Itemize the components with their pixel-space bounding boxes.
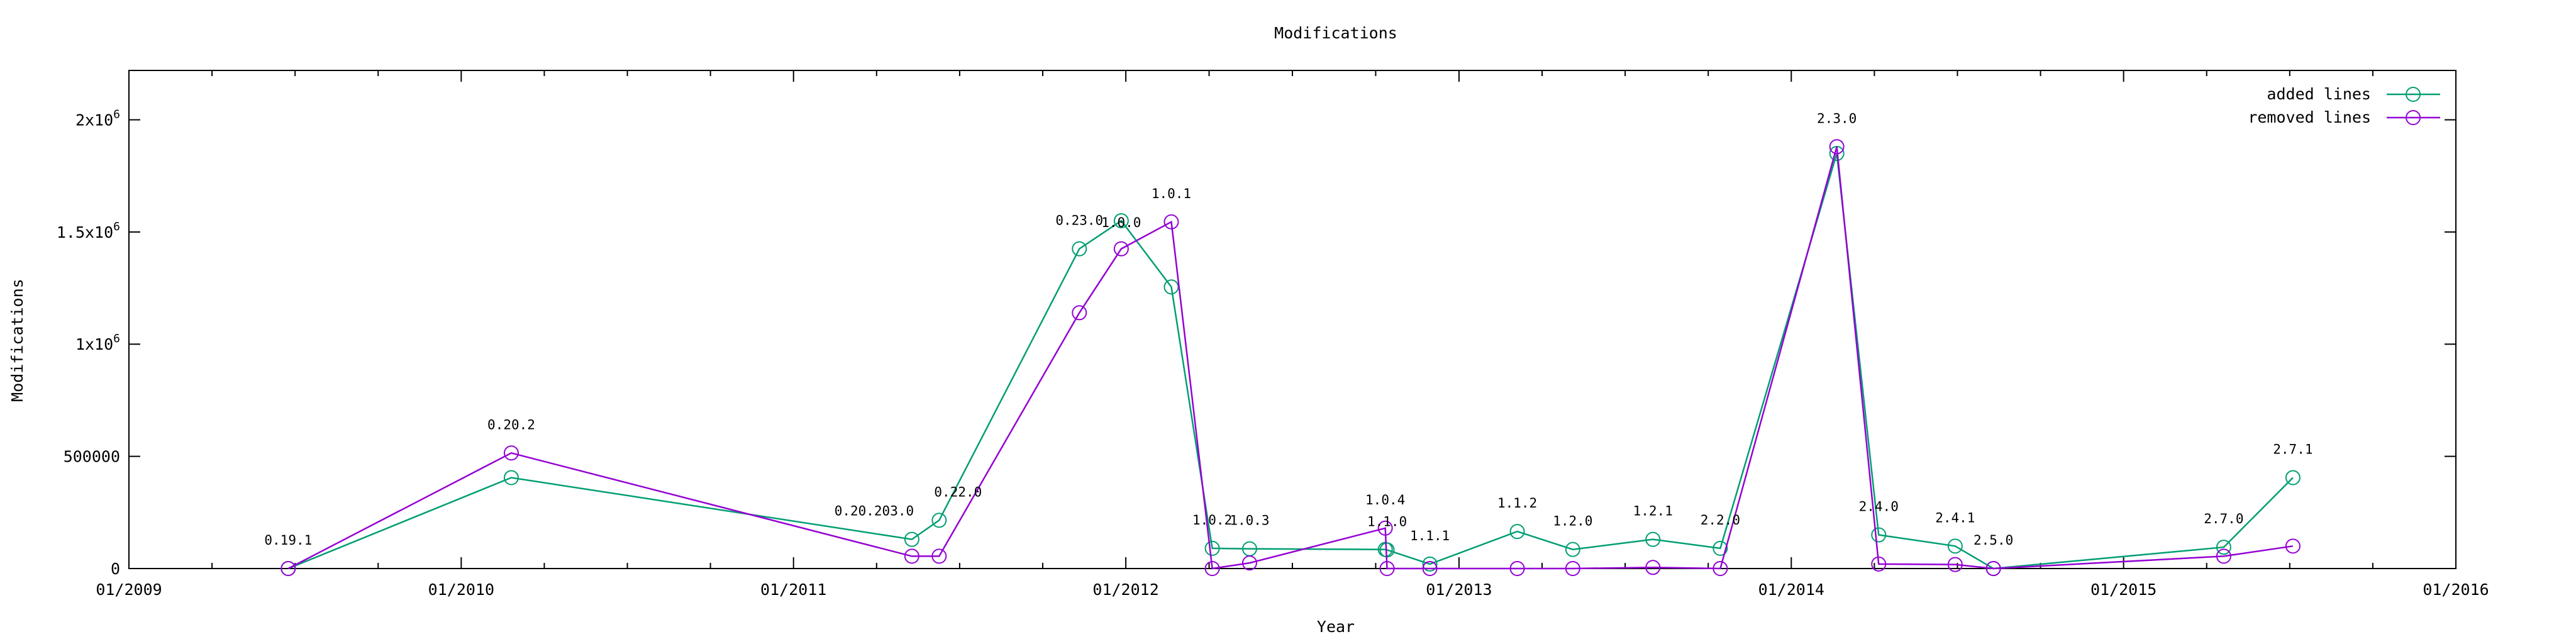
data-point-added — [1871, 527, 1887, 543]
release-label: 1.2.1 — [1633, 504, 1673, 519]
x-tick-label: 01/2015 — [2090, 580, 2157, 599]
data-point-added — [931, 513, 947, 528]
x-tick-label: 01/2014 — [1758, 580, 1824, 599]
release-label: 1.0.4 — [1365, 492, 1405, 508]
legend-label: removed lines — [2248, 108, 2371, 126]
y-tick-label-base: 0 — [111, 560, 120, 578]
release-label: 1.0.2 — [1192, 513, 1232, 528]
release-label: 2.7.0 — [2204, 511, 2243, 526]
release-label: 2.3.0 — [1817, 111, 1857, 126]
data-point-removed — [1113, 241, 1129, 257]
data-point-added — [1204, 540, 1220, 556]
release-label: 0.22.0 — [934, 484, 982, 499]
legend-marker — [2406, 87, 2421, 102]
plot-frame — [128, 70, 2457, 569]
x-tick-label: 01/2011 — [760, 580, 826, 599]
data-point-removed — [1379, 561, 1395, 576]
release-label: 1.0.1 — [1152, 186, 1191, 201]
legend-label: added lines — [2267, 85, 2371, 103]
series-line-added-lines — [287, 153, 2294, 570]
data-point-removed — [1072, 305, 1087, 321]
y-tick-label: 500000 — [64, 448, 120, 466]
x-axis-label: Year — [1317, 618, 1355, 636]
data-point-removed — [1871, 556, 1887, 572]
data-point-added — [1072, 241, 1087, 257]
data-point-added — [1422, 556, 1438, 572]
x-axis-ticks: 01/2009 01/2010 01/2011 01/2012 01/2013 01/20… — [96, 70, 2489, 599]
release-label: 1.1.2 — [1497, 496, 1537, 511]
y-tick-label-base: 1.5x10 — [57, 223, 113, 242]
series-layer — [280, 139, 2301, 576]
y-axis-label: Modifications — [8, 279, 26, 402]
release-label: 2.4.0 — [1859, 499, 1899, 514]
release-label: 1.0.3 — [1230, 513, 1269, 528]
data-point-added — [1565, 541, 1580, 557]
data-point-removed — [1422, 561, 1438, 576]
data-point-removed — [931, 548, 947, 564]
data-point-removed — [2216, 548, 2231, 564]
data-point-added — [503, 470, 519, 486]
data-point-removed — [1377, 520, 1393, 536]
x-tick-label: 01/2010 — [428, 580, 494, 599]
release-label: 1.1.1 — [1410, 528, 1450, 543]
data-point-added — [1645, 531, 1661, 547]
release-label: 0.23.0 — [1055, 213, 1103, 228]
data-point-removed — [904, 548, 919, 564]
data-point-added — [2216, 540, 2231, 555]
y-tick-label-exponent: 6 — [113, 332, 120, 345]
data-point-added — [1947, 538, 1963, 554]
x-tick-label: 01/2012 — [1092, 580, 1158, 599]
x-tick-label: 01/2013 — [1426, 580, 1492, 599]
y-tick-label: 2x106 — [75, 108, 120, 129]
data-point-added — [1509, 524, 1525, 540]
y-tick-label: 1.5x106 — [57, 220, 120, 242]
data-point-removed — [1509, 561, 1525, 576]
data-point-removed — [1204, 561, 1220, 576]
data-point-added — [1113, 213, 1129, 229]
y-tick-label-exponent: 6 — [113, 108, 120, 121]
legend: added lines removed lines — [2248, 85, 2440, 126]
data-point-removed — [1241, 555, 1257, 571]
y-tick-label: 0 — [111, 560, 120, 578]
release-label: 1.1.0 — [1367, 514, 1407, 529]
release-label: 0.20.2 — [487, 417, 535, 432]
chart-title: Modifications — [1274, 24, 1397, 42]
data-point-removed — [2285, 538, 2301, 554]
y-tick-label: 1x106 — [75, 332, 120, 353]
release-label: 2.7.1 — [2273, 442, 2312, 457]
release-labels: 0.19.1 0.20.2 0.20.203.0 0.22.0 0.23.01.0.0 1… — [264, 111, 2312, 548]
release-label: 1.2.0 — [1553, 514, 1592, 529]
release-label: 2.5.0 — [1974, 533, 2013, 548]
data-point-removed — [280, 561, 296, 576]
data-point-removed — [1947, 557, 1963, 572]
data-point-removed — [503, 445, 519, 461]
legend-marker — [2406, 110, 2421, 125]
data-point-added — [904, 531, 919, 547]
data-point-removed — [1985, 561, 2001, 576]
data-point-removed — [1163, 214, 1179, 230]
y-tick-label-base: 500000 — [64, 448, 120, 466]
data-point-removed — [1645, 560, 1661, 575]
series-line-removed-lines — [287, 146, 2294, 570]
data-point-removed — [1565, 561, 1580, 576]
x-tick-label: 01/2009 — [96, 580, 162, 599]
data-point-added — [1829, 146, 1845, 161]
data-point-removed — [1713, 561, 1728, 576]
data-point-removed — [1829, 139, 1845, 155]
release-label: 2.4.1 — [1935, 510, 1975, 525]
y-tick-label-exponent: 6 — [113, 220, 120, 233]
release-label: 0.19.1 — [264, 533, 312, 548]
x-tick-label: 01/2016 — [2423, 580, 2489, 599]
y-tick-label-base: 1x10 — [75, 335, 113, 353]
release-label: 0.20.203.0 — [835, 504, 914, 519]
release-label: 1.0.0 — [1101, 215, 1141, 230]
y-tick-label-base: 2x10 — [75, 111, 113, 129]
data-point-added — [1713, 540, 1728, 556]
data-point-added — [2285, 470, 2301, 486]
release-label: 2.2.0 — [1701, 513, 1740, 528]
